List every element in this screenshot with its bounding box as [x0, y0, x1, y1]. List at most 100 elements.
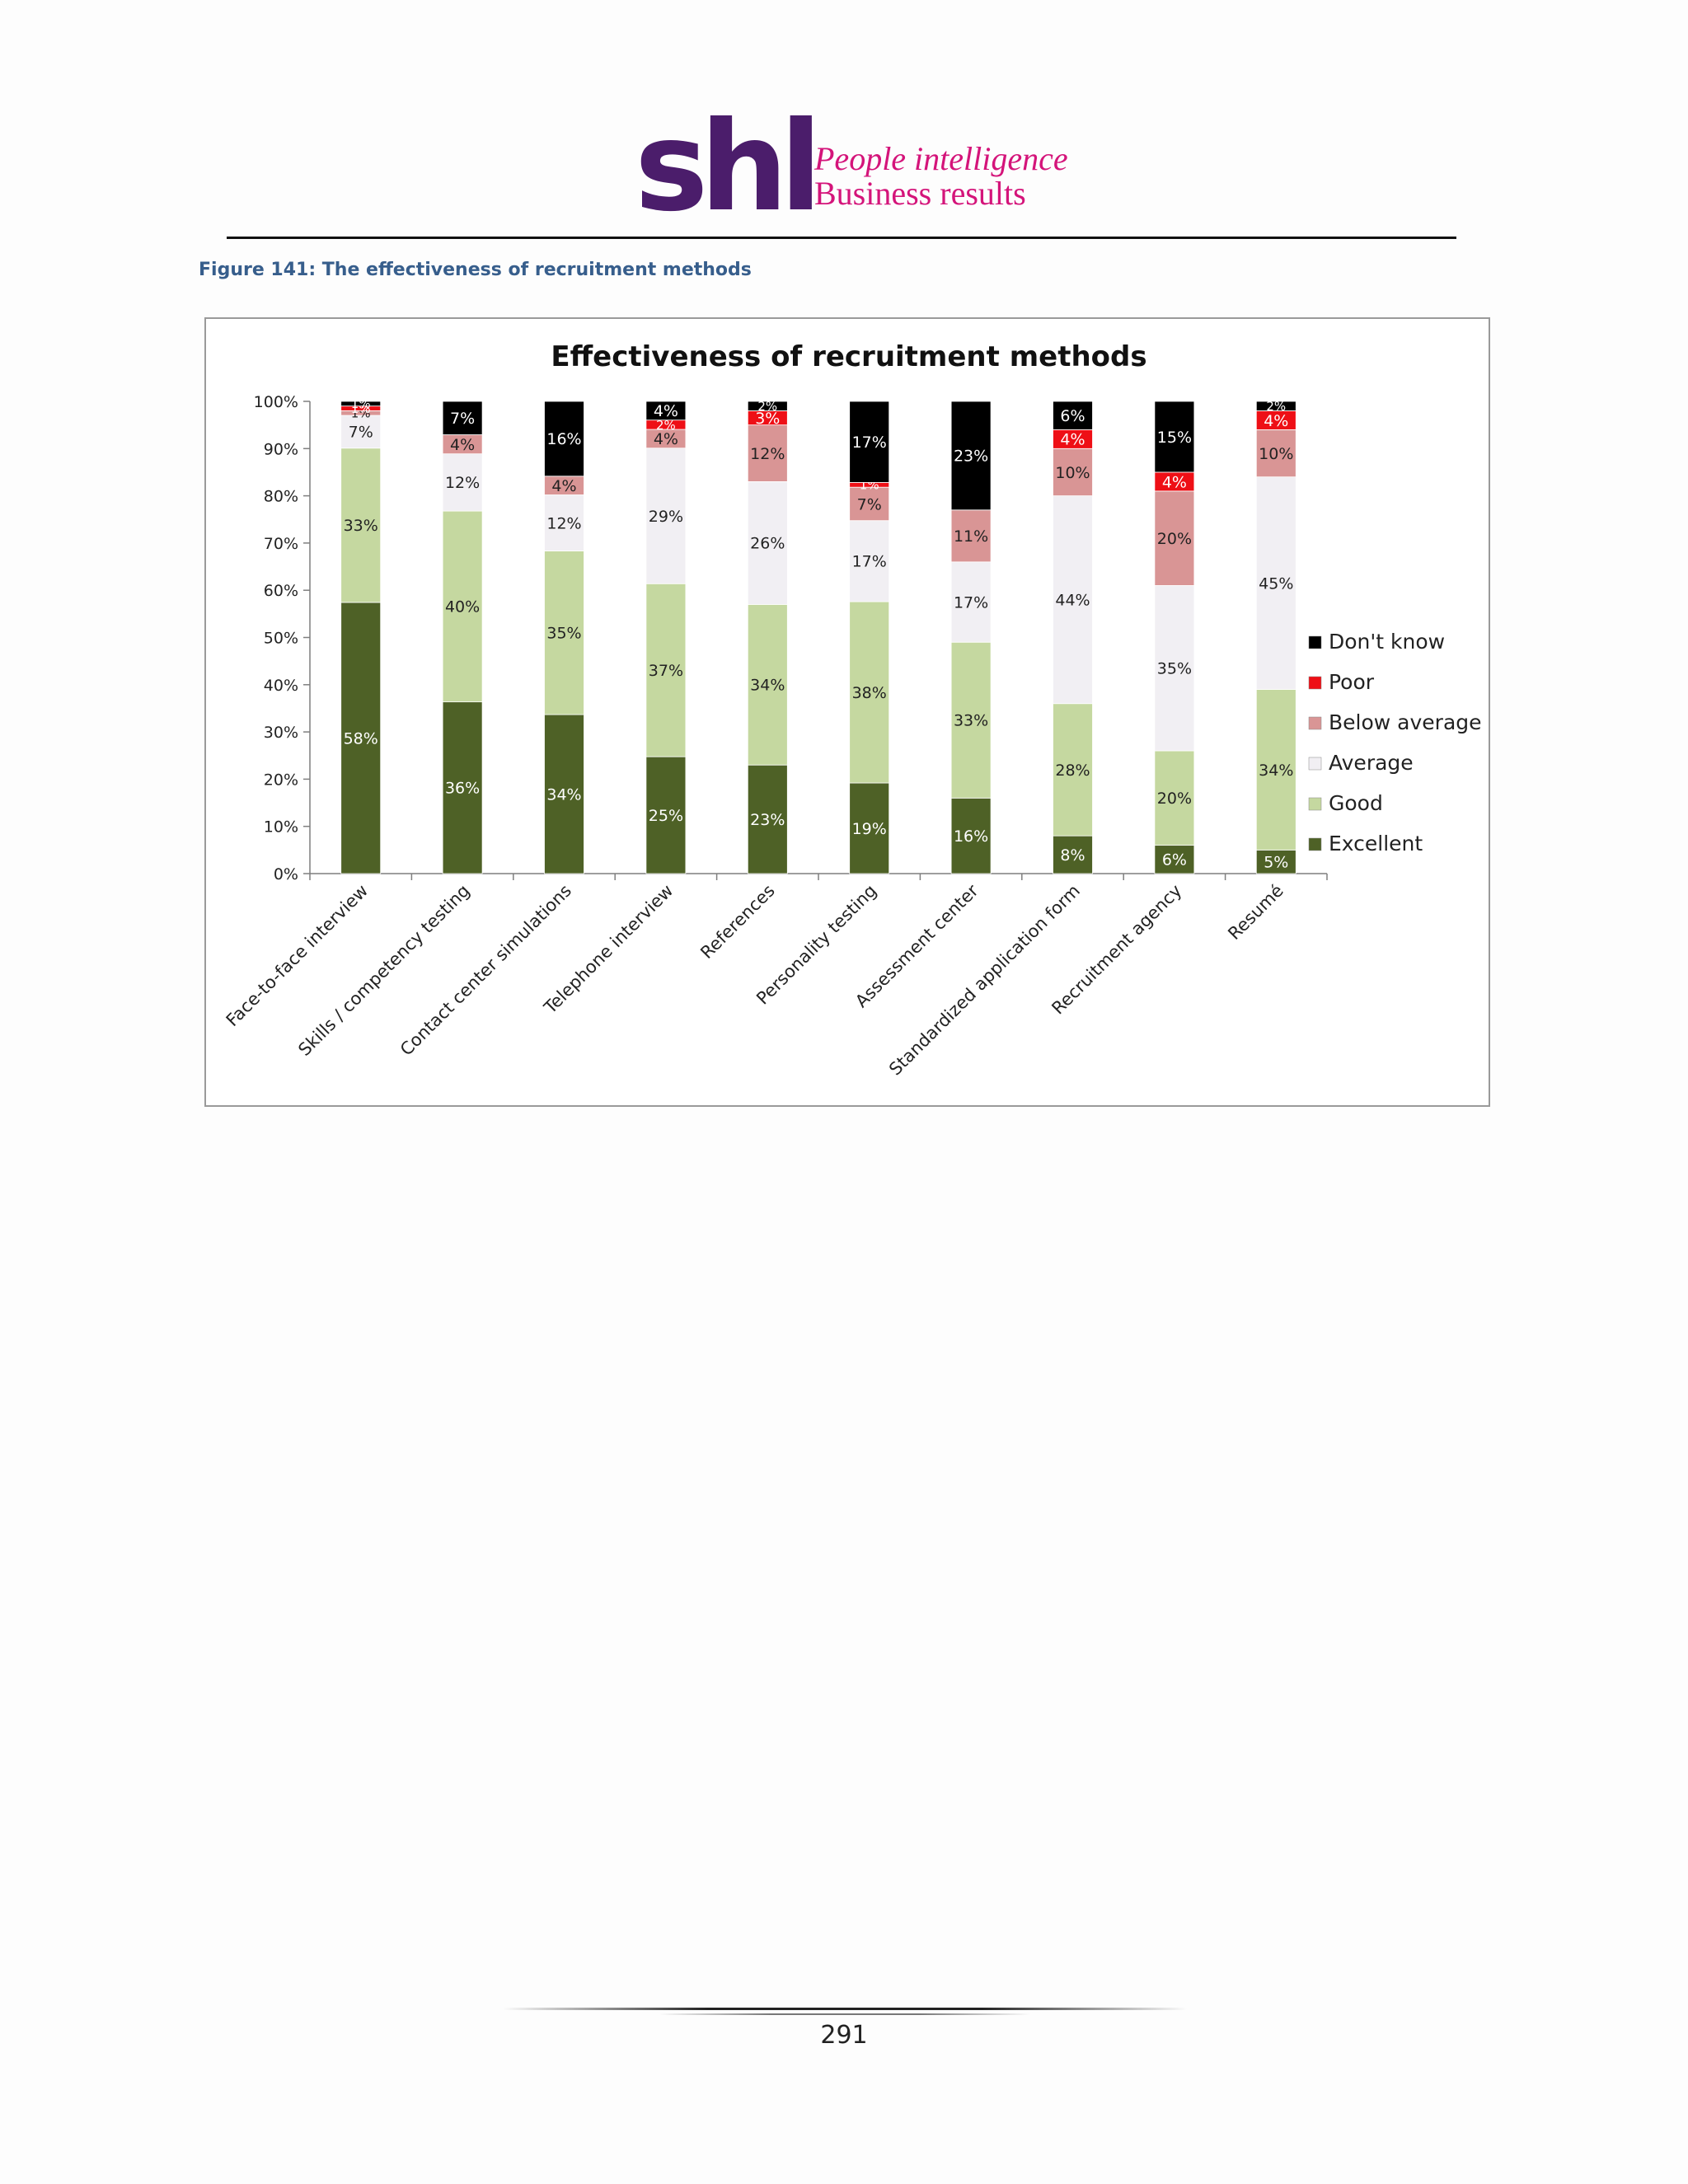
- stacked-bar-chart: Effectiveness of recruitment methods 0% 10…: [223, 340, 1482, 1080]
- bar-segment: [747, 401, 788, 411]
- bar-data-label: 6%: [1162, 851, 1187, 869]
- tagline-line-1: People intelligence: [814, 140, 1068, 177]
- legend-label: Excellent: [1329, 832, 1423, 855]
- legend-label: Below average: [1329, 710, 1482, 734]
- bar-segment: [1154, 585, 1195, 752]
- bar-data-label: 8%: [1060, 846, 1085, 865]
- chart-title: Effectiveness of recruitment methods: [551, 340, 1146, 373]
- bar-data-label: 12%: [750, 445, 785, 463]
- y-tick-label: 80%: [264, 488, 298, 506]
- bar-segment: [442, 401, 483, 435]
- legend-swatch: [1308, 797, 1322, 811]
- bar-segment: [544, 494, 584, 551]
- bar-data-label: 19%: [852, 820, 887, 838]
- bar-data-label: 33%: [344, 517, 378, 535]
- bar-data-label: 4%: [654, 430, 678, 448]
- bar-data-label: 38%: [852, 684, 887, 702]
- bar-segment: [442, 453, 483, 512]
- bar-data-label: 17%: [852, 553, 887, 571]
- legend-label: Don't know: [1329, 630, 1445, 654]
- legend-swatch: [1308, 635, 1322, 649]
- bar-data-label: 6%: [1060, 407, 1085, 425]
- bar-data-label: 7%: [450, 410, 475, 428]
- bar-data-label: 17%: [852, 434, 887, 452]
- bar-segment: [544, 401, 584, 477]
- bar-data-label: 20%: [1157, 790, 1192, 808]
- bar-data-label: 2%: [656, 418, 676, 433]
- bar-data-label: 36%: [445, 780, 480, 798]
- bar-segment: [340, 448, 382, 603]
- bar-data-label: 37%: [649, 662, 683, 680]
- bar-data-label: 29%: [649, 508, 683, 526]
- y-tick-label: 60%: [264, 582, 298, 600]
- bar-data-label: 4%: [1162, 473, 1187, 491]
- bar-segment: [442, 510, 483, 703]
- bar-data-label: 23%: [750, 811, 785, 829]
- bar-data-label: 34%: [546, 785, 581, 804]
- bar-segment: [849, 782, 890, 874]
- y-tick-label: 100%: [254, 393, 298, 411]
- figure-caption: Figure 141: The effectiveness of recruit…: [199, 260, 752, 280]
- y-tick-label: 40%: [264, 677, 298, 695]
- tagline-line-2: Business results: [814, 175, 1026, 212]
- bar-data-label: 4%: [450, 436, 475, 454]
- page-number: 291: [820, 2021, 868, 2050]
- bar-data-label: 4%: [654, 402, 678, 420]
- y-tick-label: 90%: [264, 440, 298, 458]
- bar-data-label: 16%: [546, 430, 581, 448]
- legend-swatch: [1308, 676, 1322, 690]
- legend-label: Good: [1329, 791, 1383, 815]
- legend-swatch: [1308, 837, 1322, 851]
- bar-segment: [442, 701, 483, 874]
- bar-data-label: 34%: [1259, 762, 1293, 780]
- x-category-label: Skills / competency testing: [294, 881, 473, 1060]
- bar-data-label: 26%: [750, 535, 785, 553]
- bar-segment: [950, 509, 992, 563]
- legend-swatch: [1308, 757, 1322, 771]
- legend-label: Average: [1329, 751, 1414, 775]
- legend-label: Poor: [1329, 670, 1375, 694]
- bar-data-label: 4%: [1264, 412, 1288, 430]
- bar-data-label: 34%: [750, 677, 785, 695]
- bar-data-label: 12%: [546, 514, 581, 532]
- bar-data-label: 1%: [351, 396, 371, 411]
- bar-data-label: 2%: [757, 399, 777, 414]
- bar-data-label: 35%: [1157, 660, 1192, 678]
- bar-segment: [1154, 845, 1195, 874]
- logo-tagline: People intelligence Business results: [814, 142, 1068, 211]
- bar-data-label: 44%: [1055, 592, 1090, 610]
- bar-segment: [544, 714, 584, 874]
- bar-segment: [1154, 401, 1195, 473]
- bar-segment: [1053, 703, 1093, 837]
- bar-data-label: 15%: [1157, 429, 1192, 447]
- bar-data-label: 2%: [1266, 399, 1286, 414]
- y-tick-label: 0%: [274, 865, 298, 883]
- bar-segment: [747, 424, 788, 482]
- bar-data-label: 23%: [954, 448, 988, 466]
- bar-segment: [645, 756, 687, 874]
- bar-segment: [1053, 835, 1093, 874]
- bar-segment: [1255, 401, 1296, 411]
- bar-segment: [950, 797, 992, 874]
- bar-data-label: 10%: [1259, 445, 1293, 463]
- bar-segment: [1053, 401, 1093, 430]
- bar-segment: [340, 602, 382, 874]
- bar-segment: [340, 401, 382, 407]
- bar-data-label: 16%: [954, 827, 988, 846]
- bar-segment: [849, 520, 890, 602]
- bar-data-label: 5%: [1264, 854, 1288, 872]
- header-rule: [227, 237, 1456, 239]
- bar-segment: [1154, 750, 1195, 846]
- y-tick-label: 50%: [264, 630, 298, 648]
- bar-data-label: 33%: [954, 712, 988, 730]
- bar-segment: [747, 481, 788, 605]
- x-category-label: Resumé: [1224, 881, 1287, 944]
- y-tick-label: 70%: [264, 535, 298, 553]
- bar-segment: [747, 764, 788, 874]
- bar-segment: [645, 401, 687, 421]
- bar-segment: [645, 583, 687, 757]
- bar-segment: [849, 401, 890, 483]
- bar-segment: [950, 401, 992, 511]
- bar-segment: [1053, 495, 1093, 705]
- bar-data-label: 35%: [546, 625, 581, 643]
